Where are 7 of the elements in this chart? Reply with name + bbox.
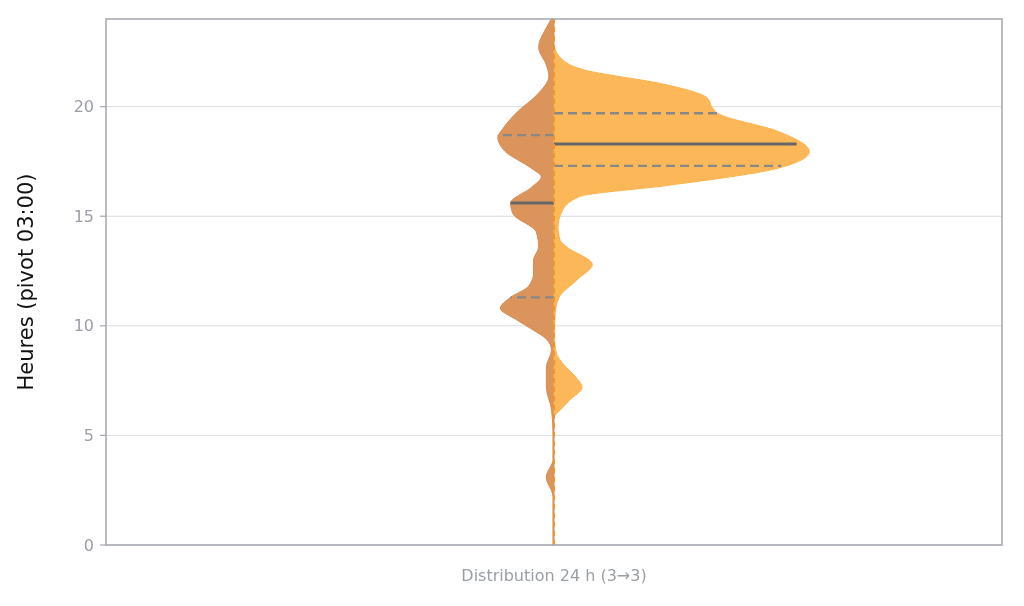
y-tick-label: 20 (73, 97, 94, 117)
y-tick-label: 15 (73, 206, 94, 226)
y-tick-label: 10 (73, 316, 94, 336)
y-axis-title: Heures (pivot 03:00) (14, 173, 38, 391)
y-tick-label: 5 (83, 426, 94, 446)
x-axis-title: Distribution 24 h (3→3) (461, 565, 647, 585)
y-tick-label: 0 (83, 535, 94, 555)
